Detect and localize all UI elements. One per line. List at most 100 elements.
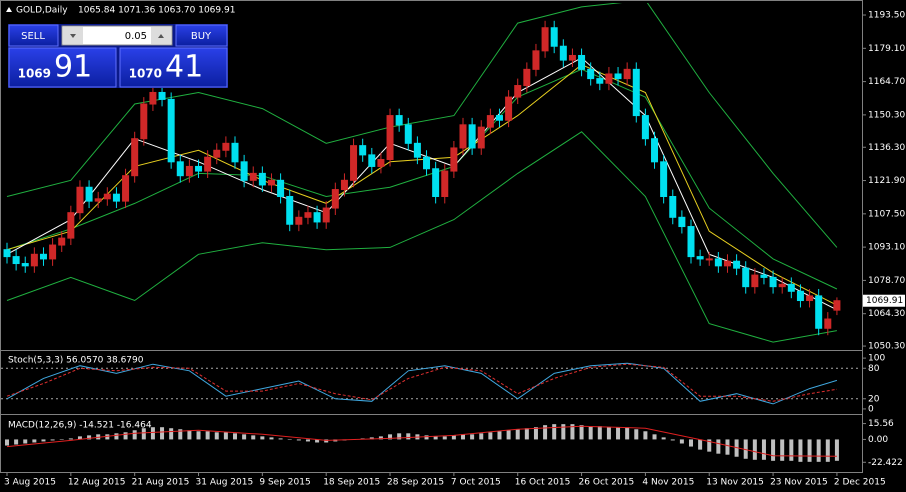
candle-body xyxy=(3,249,11,258)
ask-small: 41 xyxy=(165,50,203,85)
y-tick-label: 1078.70 xyxy=(868,276,905,286)
ohlc-label: 1065.84 1071.36 1063.70 1069.91 xyxy=(78,6,235,16)
candle-body xyxy=(331,189,339,209)
candle-body xyxy=(687,226,695,258)
macd-bar xyxy=(524,428,529,440)
candle-body xyxy=(85,186,93,202)
candle-body xyxy=(559,45,567,61)
macd-bar xyxy=(789,439,794,461)
candle-body xyxy=(286,195,294,225)
candle-body xyxy=(49,244,57,260)
candle-body xyxy=(815,295,823,329)
macd-bar xyxy=(497,431,502,440)
candle-body xyxy=(258,172,266,186)
bid-box[interactable] xyxy=(8,47,117,88)
macd-bar xyxy=(752,439,757,460)
x-tick-label: 31 Aug 2015 xyxy=(196,478,254,488)
candle-body xyxy=(495,115,503,121)
lot-input[interactable] xyxy=(61,25,173,46)
indicator-line xyxy=(6,57,838,311)
candle-body xyxy=(185,165,193,177)
macd-bar xyxy=(251,435,256,440)
candle-body xyxy=(824,318,832,329)
sell-label[interactable]: SELL xyxy=(21,31,45,42)
chart-title: GOLD,Daily xyxy=(16,6,68,16)
candle-body xyxy=(167,98,175,163)
macd-bar xyxy=(169,428,174,440)
macd-bar xyxy=(606,427,611,440)
macd-bar xyxy=(378,436,383,440)
macd-bar xyxy=(798,439,803,462)
x-tick-label: 12 Aug 2015 xyxy=(68,478,126,488)
macd-bar xyxy=(260,436,265,440)
macd-bar xyxy=(725,439,730,455)
sell-button[interactable] xyxy=(8,24,59,47)
candle-body xyxy=(277,179,285,197)
candle-body xyxy=(733,260,741,269)
macd-bar xyxy=(451,435,456,440)
candle-body xyxy=(295,216,303,225)
x-tick-label: 4 Nov 2015 xyxy=(642,478,694,488)
macd-bar xyxy=(105,434,110,440)
candle-body xyxy=(514,85,522,98)
candle-body xyxy=(614,73,622,80)
candle-body xyxy=(94,198,102,202)
candle-body xyxy=(140,103,148,140)
candle-body xyxy=(386,115,394,161)
macd-bar xyxy=(223,432,228,440)
lot-value[interactable]: 0.05 xyxy=(125,31,147,42)
candle-body xyxy=(705,258,713,261)
candle-body xyxy=(103,193,111,200)
macd-bar xyxy=(771,439,776,461)
macd-bar xyxy=(269,437,274,440)
macd-bar xyxy=(807,439,812,462)
buy-label[interactable]: BUY xyxy=(191,31,212,42)
macd-bar xyxy=(761,439,766,460)
macd-bar xyxy=(543,425,548,440)
candle-body xyxy=(30,253,38,267)
macd-bar xyxy=(579,425,584,440)
x-tick-label: 28 Sep 2015 xyxy=(387,478,444,488)
candle-body xyxy=(231,142,239,163)
macd-bar xyxy=(114,433,119,440)
macd-bar xyxy=(296,439,301,441)
candle-body xyxy=(21,263,29,267)
candle-body xyxy=(131,138,139,177)
y-tick-label: 1093.10 xyxy=(868,243,905,253)
candle-body xyxy=(267,179,275,186)
y-tick-label: 20 xyxy=(868,394,880,404)
buy-button[interactable] xyxy=(175,24,228,47)
candle-body xyxy=(623,68,631,80)
candle-body xyxy=(742,267,750,288)
macd-bar xyxy=(324,439,329,443)
candle-body xyxy=(340,179,348,191)
candle-body xyxy=(112,193,120,202)
macd-bar xyxy=(196,431,201,440)
macd-bar xyxy=(625,427,630,440)
macd-bar xyxy=(716,439,721,454)
macd-bar xyxy=(68,438,73,440)
macd-bar xyxy=(77,436,82,440)
macd-bar xyxy=(552,424,557,440)
candle-body xyxy=(605,73,613,84)
candle-body xyxy=(350,145,358,181)
candle-body xyxy=(760,274,768,278)
y-tick-label: 0 xyxy=(868,404,874,414)
candle-body xyxy=(195,165,203,172)
y-tick-label: 1150.30 xyxy=(868,110,905,120)
down-arrow xyxy=(70,34,76,38)
bid-small: 91 xyxy=(54,50,92,85)
candle-body xyxy=(441,170,449,197)
candle-body xyxy=(550,27,558,47)
macd-bar xyxy=(515,429,520,440)
macd-bar xyxy=(214,432,219,440)
candle-body xyxy=(12,256,20,265)
candle-body xyxy=(723,260,731,267)
candle-body xyxy=(641,115,649,140)
candle-body xyxy=(313,212,321,223)
candle-body xyxy=(459,124,467,149)
x-tick-label: 18 Sep 2015 xyxy=(323,478,380,488)
candle-body xyxy=(359,145,367,156)
candle-body xyxy=(39,253,47,260)
ask-box[interactable] xyxy=(119,47,228,88)
